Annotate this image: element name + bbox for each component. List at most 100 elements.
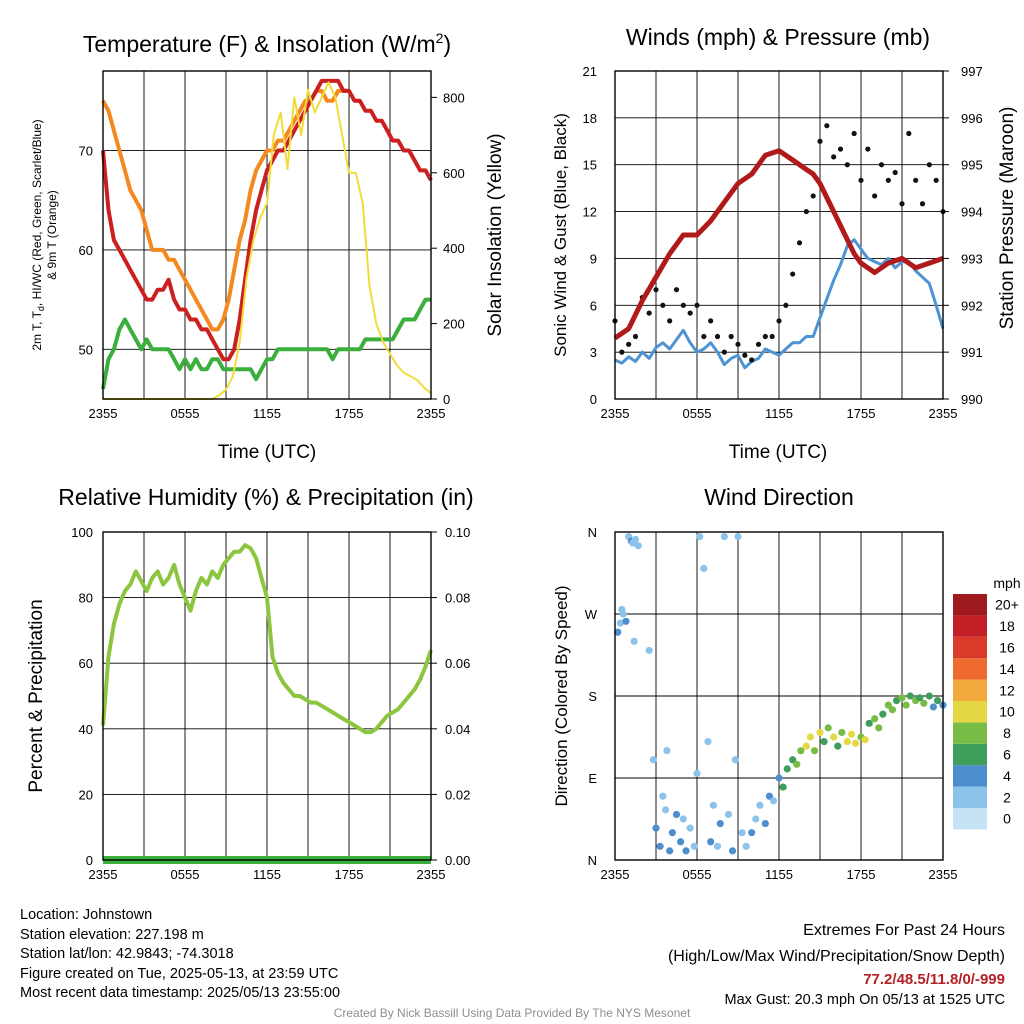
temp-ytick-label: 50	[79, 342, 93, 357]
gust-point	[619, 349, 625, 355]
dir-frame	[614, 531, 944, 861]
wind-ytick-label: 6	[590, 298, 597, 313]
wind-frame	[614, 70, 944, 400]
dir-ytick-label: S	[588, 689, 597, 704]
data-timestamp: Most recent data timestamp: 2025/05/13 2…	[20, 985, 341, 1002]
rh-y2tick-label: 0.00	[445, 853, 470, 868]
gust-point	[810, 193, 816, 199]
gust-point	[913, 177, 919, 183]
gust-point	[783, 302, 789, 308]
direction-point	[629, 539, 637, 547]
direction-point	[696, 532, 704, 541]
direction-point	[634, 542, 642, 550]
gust-point	[790, 271, 796, 277]
temperature-xlabel: Time (UTC)	[218, 442, 317, 463]
wind-ylabel-right: Station Pressure (Maroon)	[997, 107, 1018, 330]
gust-point	[865, 146, 871, 152]
wind-y2tick-label: 991	[961, 345, 983, 360]
temperature-ylabel-left-line2: & 9m T (Orange)	[45, 190, 59, 280]
gust-point	[749, 357, 755, 363]
credit-line: Created By Nick Bassill Using Data Provi…	[333, 1006, 691, 1020]
temp-series-line	[101, 297, 431, 390]
dir-ytick-label: W	[585, 607, 598, 622]
temp-y2tick-label: 0	[443, 392, 450, 407]
colorbar-label: 8	[1003, 725, 1011, 741]
direction-point	[871, 715, 879, 723]
temp-xtick-label: 2355	[417, 406, 446, 421]
wind-ytick-label: 3	[590, 345, 597, 360]
direction-point	[677, 838, 685, 846]
gust-point	[762, 333, 768, 340]
direction-point	[707, 838, 715, 846]
direction-point	[724, 810, 733, 819]
wind-series-line	[613, 148, 944, 341]
gust-point	[673, 287, 680, 293]
direction-point	[806, 733, 815, 741]
gust-point	[708, 318, 714, 324]
temp-frame	[102, 70, 432, 400]
colorbar-swatch	[953, 679, 987, 701]
direction-point	[663, 747, 671, 755]
gust-point	[701, 333, 707, 340]
station-latlon: Station lat/lon: 42.9843; -74.3018	[20, 946, 234, 963]
direction-point	[686, 824, 694, 832]
colorbar-label: 12	[999, 682, 1015, 698]
rh-xtick-label: 2355	[417, 867, 446, 882]
colorbar-swatch	[953, 808, 987, 830]
wind-direction-panel: Wind Direction Direction (Colored By Spe…	[552, 484, 1021, 807]
direction-point	[742, 842, 750, 850]
wind-xtick-label: 2355	[929, 406, 958, 421]
dir-xtick-label: 2355	[929, 867, 958, 882]
direction-point	[659, 792, 667, 800]
gust-point	[919, 201, 926, 207]
direction-point	[738, 829, 746, 837]
dir-plot: 2355 0555 1155 1755 2355 N E S W N 0 2 4 6 8 10 12 14 16 18…	[585, 525, 1019, 882]
temperature-panel: Temperature (F) & Insolation (W/m2) 2m T…	[30, 30, 506, 463]
temp-series-line	[101, 88, 349, 332]
gust-point	[858, 177, 864, 183]
colorbar-swatch	[953, 615, 987, 637]
rh-xtick-label: 0555	[171, 867, 200, 882]
wind-direction-ylabel: Direction (Colored By Speed)	[552, 585, 571, 806]
direction-point	[704, 737, 712, 746]
temp-y2tick-label: 600	[443, 166, 465, 181]
direction-point	[682, 847, 690, 855]
wind-y2tick-label: 996	[961, 111, 983, 126]
direction-point	[748, 829, 756, 837]
wind-y2tick-label: 995	[961, 158, 983, 173]
wind-y2tick-label: 993	[961, 251, 983, 266]
gust-point	[714, 333, 721, 340]
direction-point	[830, 733, 838, 741]
gust-point	[653, 287, 659, 293]
wind-ytick-label: 12	[583, 205, 597, 220]
gust-point	[892, 169, 898, 176]
direction-point	[888, 706, 897, 714]
dir-xtick-label: 2355	[601, 867, 630, 882]
direction-point	[902, 701, 910, 709]
dir-ytick-label: N	[588, 525, 597, 540]
temp-y2tick-label: 400	[443, 241, 465, 256]
plot-areas: 2355 0555 1155 1755 235550607002004006008002…	[71, 64, 1019, 882]
temp-y2tick-label: 800	[443, 90, 465, 105]
colorbar-label: 6	[1003, 747, 1011, 763]
gust-point	[837, 146, 844, 152]
gust-point	[680, 302, 686, 308]
rh-xtick-label: 2355	[89, 867, 118, 882]
rh-y2tick-label: 0.04	[445, 722, 470, 737]
direction-point	[824, 724, 832, 732]
humidity-title: Relative Humidity (%) & Precipitation (i…	[58, 484, 473, 510]
gust-point	[796, 240, 803, 246]
direction-point	[645, 646, 653, 655]
direction-point	[843, 737, 851, 746]
wind-y2tick-label: 990	[961, 392, 983, 407]
direction-point	[906, 692, 914, 700]
gust-point	[769, 333, 775, 340]
colorbar-swatch	[953, 765, 987, 787]
rh-ytick-label: 80	[79, 591, 93, 606]
rh-plot: 2355 0555 1155 1755 23550204060801000.000.02…	[71, 525, 470, 882]
direction-point	[668, 829, 677, 837]
colorbar-swatch	[953, 594, 987, 616]
direction-point	[933, 696, 942, 705]
colorbar-swatch	[953, 743, 987, 766]
